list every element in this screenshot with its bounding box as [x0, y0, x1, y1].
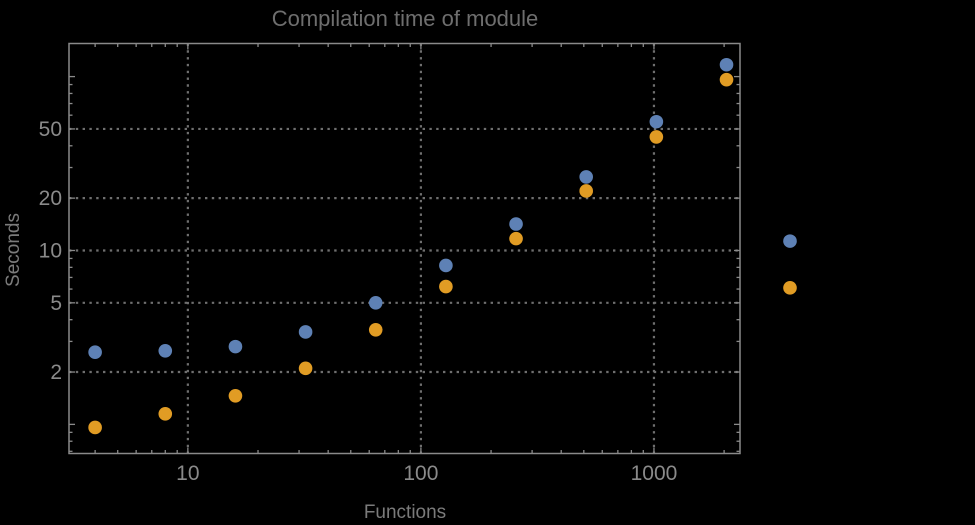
- gridlines: [69, 43, 740, 454]
- y-tick-label: 50: [39, 118, 62, 141]
- plot-frame: [68, 42, 741, 455]
- data-point: [158, 343, 173, 358]
- data-point: [509, 217, 523, 231]
- y-tick-label: 2: [50, 361, 62, 384]
- x-axis-label: Functions: [364, 502, 446, 523]
- series-blue: [88, 57, 734, 360]
- data-point: [368, 296, 383, 310]
- data-point: [439, 258, 453, 273]
- data-point: [228, 388, 243, 403]
- chart-title: Compilation time of module: [272, 6, 539, 31]
- y-tick-label: 20: [39, 187, 62, 210]
- data-point: [439, 279, 453, 294]
- ticks: [69, 43, 740, 454]
- data-point: [719, 72, 734, 87]
- data-point: [649, 130, 664, 144]
- data-point: [509, 231, 523, 246]
- x-tick-labels: 10 100 1000: [176, 462, 677, 485]
- data-point: [88, 345, 102, 360]
- data-point: [719, 57, 734, 72]
- legend-marker: [783, 281, 797, 295]
- data-point: [88, 420, 102, 435]
- y-tick-labels: 2 5 10 20 50: [39, 118, 62, 384]
- data-point: [579, 184, 594, 198]
- data-point: [228, 339, 243, 354]
- data-point: [298, 361, 313, 376]
- data-point: [368, 322, 383, 337]
- legend-marker: [783, 234, 797, 248]
- y-axis-label: Seconds: [3, 213, 24, 287]
- data-point: [298, 325, 313, 339]
- x-tick-label: 100: [403, 462, 438, 485]
- data-point: [579, 170, 594, 184]
- y-tick-label: 5: [50, 292, 62, 315]
- y-tick-label: 10: [39, 239, 62, 262]
- data-point: [158, 407, 173, 421]
- legend: [783, 234, 797, 295]
- x-tick-label: 1000: [631, 462, 678, 485]
- x-tick-label: 10: [176, 462, 199, 485]
- series-orange: [88, 72, 734, 435]
- data-point: [649, 114, 664, 129]
